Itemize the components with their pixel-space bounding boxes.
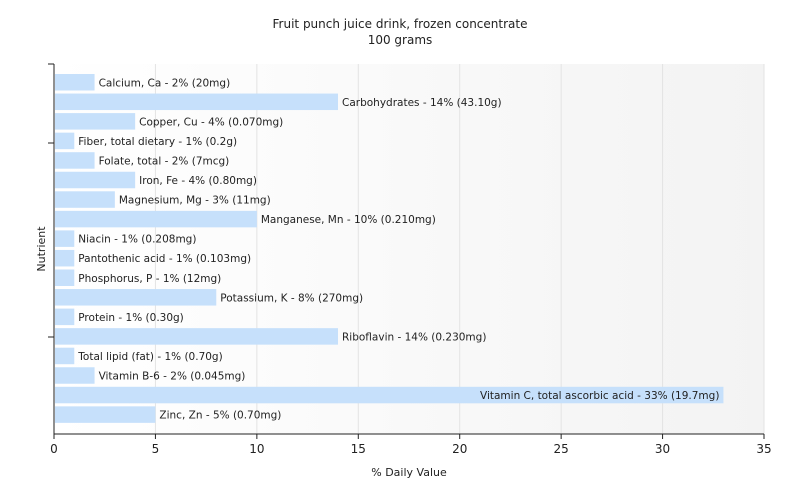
x-tick-label: 10: [249, 442, 264, 456]
bar-label: Folate, total - 2% (7mcg): [99, 155, 230, 167]
axes: 0 5 10 15 20 25 30 35: [48, 63, 772, 456]
bar-label: Carbohydrates - 14% (43.10g): [342, 97, 502, 109]
bar-label: Manganese, Mn - 10% (0.210mg): [261, 214, 436, 226]
bar: [55, 328, 338, 345]
x-tick-label: 0: [50, 442, 58, 456]
bar: [55, 230, 75, 247]
bar: [55, 171, 136, 189]
bar-label: Protein - 1% (0.30g): [78, 312, 184, 324]
x-axis-label: % Daily Value: [371, 466, 447, 479]
bar: [55, 269, 75, 286]
bar-label: Vitamin B-6 - 2% (0.045mg): [99, 371, 246, 383]
bar: [55, 113, 136, 130]
bar: [55, 249, 75, 267]
bar-label: Calcium, Ca - 2% (20mg): [99, 77, 231, 89]
bar-label: Riboflavin - 14% (0.230mg): [342, 331, 486, 343]
bar: [55, 210, 257, 228]
bar: [55, 74, 95, 91]
bar: [55, 191, 115, 208]
bar: [55, 132, 75, 150]
bar-label: Vitamin C, total ascorbic acid - 33% (19…: [480, 390, 719, 402]
bar-label: Copper, Cu - 4% (0.070mg): [139, 116, 283, 128]
chart-title: Fruit punch juice drink, frozen concentr…: [273, 17, 528, 31]
x-tick-label: 25: [554, 442, 569, 456]
x-tick-label: 35: [756, 442, 771, 456]
bar: [55, 367, 95, 384]
gridlines: [154, 64, 765, 434]
x-tick-label: 20: [452, 442, 467, 456]
bar-label: Magnesium, Mg - 3% (11mg): [119, 195, 271, 207]
y-axis-label: Nutrient: [35, 226, 48, 272]
bar-label: Niacin - 1% (0.208mg): [78, 234, 196, 246]
bar-label: Pantothenic acid - 1% (0.103mg): [78, 253, 251, 265]
x-tick-label: 15: [351, 442, 366, 456]
bar-label: Total lipid (fat) - 1% (0.70g): [77, 351, 222, 363]
bar: [55, 347, 75, 365]
bar: [55, 386, 724, 404]
bars: Calcium, Ca - 2% (20mg) Carbohydrates - 1…: [55, 74, 724, 423]
x-tick-label: 5: [152, 442, 160, 456]
x-tick-label: 30: [655, 442, 670, 456]
chart-subtitle: 100 grams: [368, 33, 433, 47]
bar: [55, 308, 75, 326]
plot-area: [54, 64, 764, 434]
bar: [55, 406, 156, 423]
bar: [55, 289, 217, 306]
bar-label: Zinc, Zn - 5% (0.70mg): [159, 410, 281, 422]
bar: [55, 152, 95, 169]
bar-label: Potassium, K - 8% (270mg): [220, 292, 363, 304]
bar: [55, 93, 338, 111]
bar-label: Phosphorus, P - 1% (12mg): [78, 273, 221, 285]
bar-label: Fiber, total dietary - 1% (0.2g): [78, 136, 237, 148]
bar-label: Iron, Fe - 4% (0.80mg): [139, 175, 257, 187]
